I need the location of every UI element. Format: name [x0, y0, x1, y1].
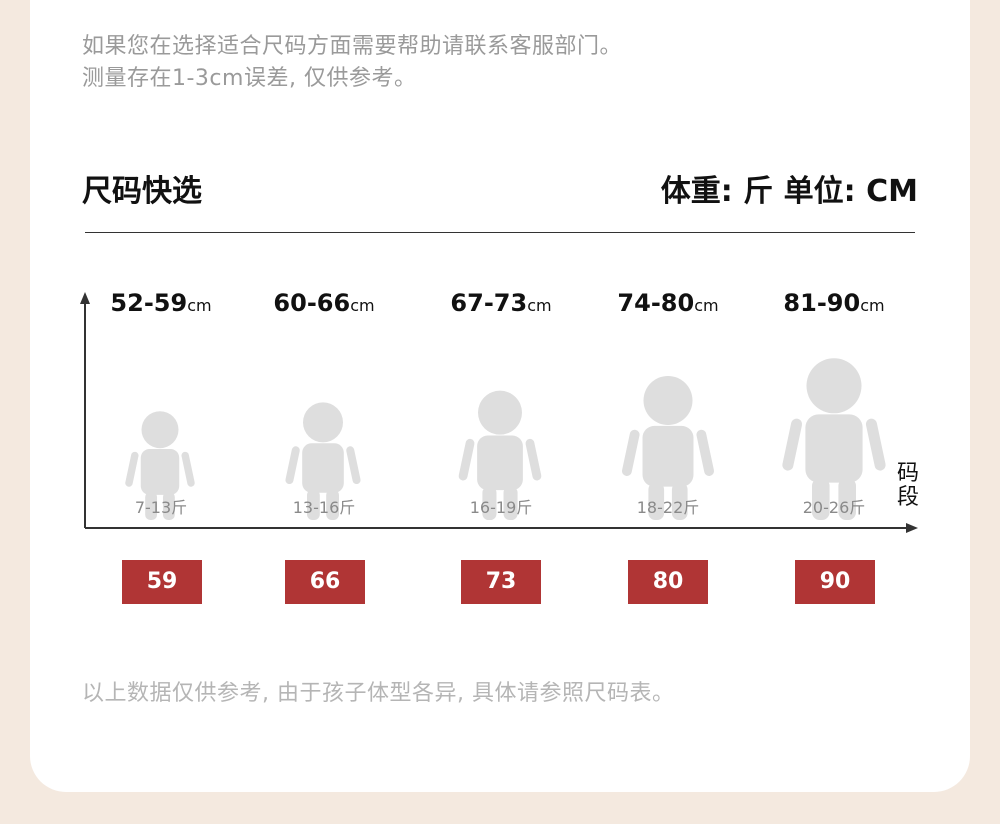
units-label: 体重: 斤 单位: CM	[660, 174, 918, 209]
x-axis-arrow-icon	[906, 523, 918, 533]
tolerance-note: 测量存在1-3cm误差, 仅供参考。	[82, 66, 417, 91]
weight-label: 16-19斤	[469, 498, 533, 517]
help-note: 如果您在选择适合尺码方面需要帮助请联系客服部门。	[82, 34, 623, 59]
weight-label: 18-22斤	[636, 498, 700, 517]
divider	[85, 232, 915, 233]
child-figure-icon	[458, 390, 542, 520]
size-range-label: 52-59cm	[110, 289, 212, 317]
size-badge-66[interactable]: 66	[285, 560, 365, 604]
disclaimer-note: 以上数据仅供参考, 由于孩子体型各异, 具体请参照尺码表。	[82, 681, 675, 706]
child-figure-icon	[782, 358, 886, 520]
child-figure-icon	[125, 411, 195, 520]
weight-label: 13-16斤	[292, 498, 356, 517]
size-range-label: 60-66cm	[273, 289, 375, 317]
size-badge-90[interactable]: 90	[795, 560, 875, 604]
size-badge-73[interactable]: 73	[461, 560, 541, 604]
size-range-label: 81-90cm	[783, 289, 885, 317]
axis-label: 码段	[896, 461, 919, 510]
size-badge-59[interactable]: 59	[122, 560, 202, 604]
y-axis-arrow-icon	[80, 292, 90, 304]
section-title: 尺码快选	[82, 174, 202, 209]
size-badge-80[interactable]: 80	[628, 560, 708, 604]
child-figure-icon	[621, 375, 715, 520]
size-range-label: 67-73cm	[450, 289, 552, 317]
size-range-label: 74-80cm	[617, 289, 719, 317]
weight-label: 20-26斤	[802, 498, 866, 517]
child-figure-icon	[285, 402, 361, 520]
weight-label: 7-13斤	[134, 498, 188, 517]
